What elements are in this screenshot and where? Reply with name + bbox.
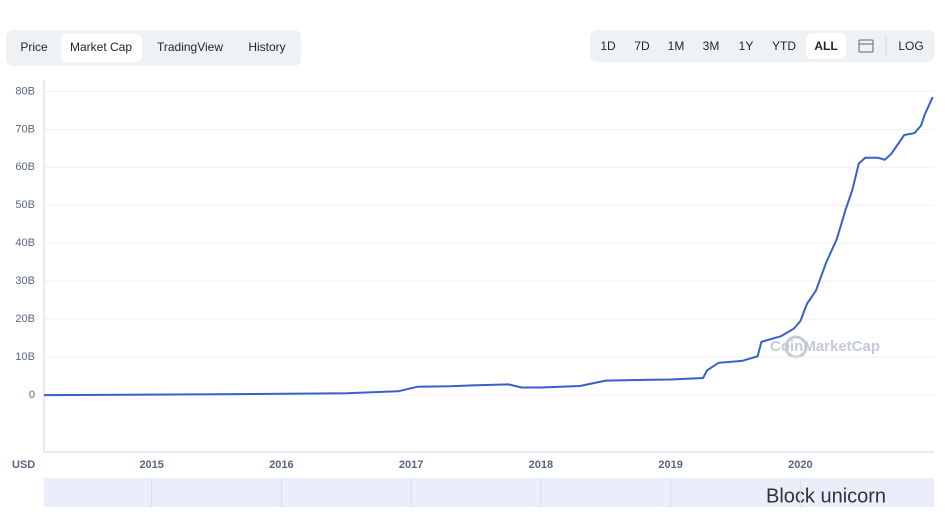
range-selected (806, 33, 846, 59)
y-tick-label: 10B (15, 351, 35, 363)
x-tick-label: 2018 (529, 459, 553, 471)
x-tick-label: 2020 (788, 459, 812, 471)
range-button[interactable]: YTD (772, 39, 796, 53)
range-button[interactable]: 3M (703, 39, 720, 53)
y-tick-label: 80B (15, 85, 35, 97)
x-tick-label: 2015 (139, 459, 163, 471)
y-tick-label: 0 (29, 389, 35, 401)
calendar-icon[interactable] (858, 39, 874, 53)
y-tick-label: 20B (15, 313, 35, 325)
x-tick-label: 2017 (399, 459, 423, 471)
x-tick-label: 2019 (658, 459, 682, 471)
watermark: CoinMarketCap (770, 338, 880, 355)
tab[interactable]: Market Cap (70, 40, 132, 54)
tab[interactable]: TradingView (157, 40, 223, 54)
line (43, 96, 934, 397)
y-tick-label: 30B (15, 275, 35, 287)
log-button[interactable]: LOG (898, 39, 923, 53)
y-tick-label: 60B (15, 161, 35, 173)
y-tick-label: 40B (15, 237, 35, 249)
range-button[interactable]: 1Y (739, 39, 754, 53)
range-button[interactable]: 7D (634, 39, 650, 53)
tab-selected (61, 34, 142, 62)
y-tick-label: 70B (15, 123, 35, 135)
range-button[interactable]: 1D (600, 39, 616, 53)
range-bar (590, 30, 935, 62)
navigator (44, 478, 934, 507)
range-button[interactable]: 1M (668, 39, 685, 53)
y-tick-label: 50B (15, 199, 35, 211)
unit-label: USD (12, 459, 35, 471)
overlay-watermark: Block unicorn (766, 485, 886, 507)
tab[interactable]: Price (20, 40, 48, 54)
range-button[interactable]: ALL (814, 39, 837, 53)
x-tick-label: 2016 (269, 459, 293, 471)
tab[interactable]: History (248, 40, 285, 54)
